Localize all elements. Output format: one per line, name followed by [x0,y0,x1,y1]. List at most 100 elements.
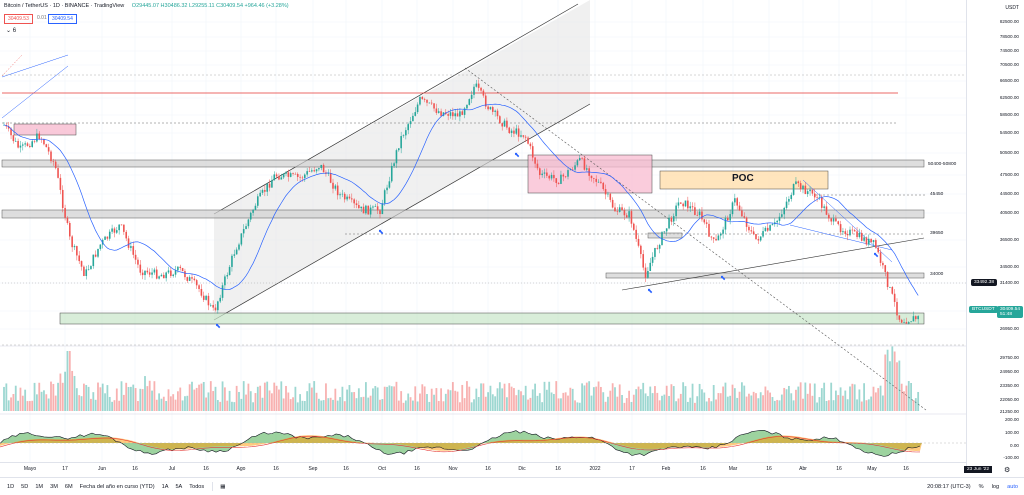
candle-body [393,163,395,166]
volume-bar [882,395,884,411]
volume-bar [31,400,34,411]
volume-bar [571,388,574,411]
volume-bar [496,388,499,411]
volume-bar [177,391,179,411]
candle-body [139,264,142,273]
volume-bar [522,395,525,411]
volume-bar [900,383,903,411]
volume-bar [705,401,708,411]
candle-body [663,231,666,233]
candle-body [440,111,442,116]
candle-body [520,135,522,137]
date-badge: 23 Jun '22 [964,466,992,473]
volume-bar [242,381,245,411]
buy-button[interactable]: 30409.54 [48,14,77,24]
indicators-collapse[interactable]: ⌄ 6 [6,27,16,34]
timeframe-all[interactable]: Todos [189,483,205,490]
candle-body [506,120,508,128]
volume-bar [45,394,48,411]
time-axis[interactable] [0,462,966,477]
supply-zone-left[interactable] [13,123,77,136]
volume-bar [372,388,374,411]
wedge-upper[interactable] [802,179,893,263]
volume-bar [322,400,325,411]
candle-body [860,232,863,241]
support-zone[interactable] [59,312,925,325]
volume-bar [390,386,393,411]
label-34000: 34000 [930,272,944,277]
trendline-3[interactable] [1,54,23,77]
volume-bar [207,392,210,411]
volume-bar [790,393,793,411]
wedge-lower[interactable] [789,224,893,251]
price-tick: 70500.00 [999,62,1019,67]
candle-body [437,111,440,113]
zone-50400-50800[interactable] [1,159,925,168]
date-range-icon[interactable]: ▦ [220,483,226,490]
candle-body [29,145,31,147]
timeframe-3m[interactable]: 3M [50,483,58,490]
interval[interactable]: 1D [52,3,60,9]
currency-label[interactable]: USDT [1005,5,1019,11]
volume-bar [468,386,471,411]
timeframe-1m[interactable]: 1M [35,483,44,490]
candle-body [743,216,746,218]
clock-time[interactable]: 20:08:17 (UTC-3) [927,483,971,490]
rising-trendline[interactable] [621,237,925,291]
candlesticks [3,79,919,325]
candle-body [336,185,339,196]
price-axis[interactable]: USDT 82500.00 78500.00 74500.00 70500.00 665… [966,0,1024,466]
volume-bar [736,397,739,411]
candle-body [543,172,546,174]
candle-body [78,255,80,262]
volume-bar [329,397,332,411]
candle-body [405,130,407,136]
timeframe-6m[interactable]: 6M [64,483,73,490]
time-label: 16 [203,466,209,472]
volume-bar [308,383,311,411]
candle-body [557,182,560,184]
candle-body [529,143,532,147]
volume-bar [235,385,238,411]
timeframe-1a[interactable]: 1A [161,483,169,490]
zone-34000[interactable] [605,272,925,279]
timeframe-ytd[interactable]: Fecha del año en curso (YTD) [79,483,155,490]
timeframe-5a[interactable]: 5A [175,483,183,490]
volume-bar [560,398,562,411]
ohlc-values: O29445.07 H30486.32 L29255.11 C30409.54 … [131,3,289,9]
price-tick: 36500.00 [999,237,1019,242]
sell-button[interactable]: 30409.53 [4,14,33,24]
trendline-2[interactable] [1,65,69,119]
poc-zone[interactable] [659,170,829,190]
candle-body [7,126,10,129]
timeframe-1d[interactable]: 1D [7,483,15,490]
volume-bar [17,400,19,411]
volume-bar [184,396,186,411]
volume-bar [106,385,109,411]
label-45450: 45450 [930,192,944,197]
candle-body [388,181,391,188]
volume-bar [285,385,287,411]
symbol-name[interactable]: Bitcoin / TetherUS [4,3,48,9]
trendline-1[interactable] [1,54,69,78]
candle-body [275,174,278,177]
supply-zone-dec[interactable] [527,154,653,194]
percent-toggle[interactable]: % [978,483,984,490]
volume-bar [771,397,774,411]
volume-bar [569,387,572,411]
candle-body [759,236,762,241]
auto-toggle[interactable]: auto [1007,483,1018,490]
candle-body [214,307,217,311]
candle-body [886,271,889,288]
volume-bar [658,400,661,411]
volume-bar [459,402,461,411]
volume-bar [893,351,896,411]
log-toggle[interactable]: log [991,483,1000,490]
settings-gear-icon[interactable]: ⚙ [1004,467,1011,474]
zone-43500[interactable] [1,209,925,219]
timeframe-5d[interactable]: 5D [21,483,29,490]
zone-39650[interactable] [647,232,683,239]
volume-bar [125,382,128,411]
candle-body [708,223,710,237]
